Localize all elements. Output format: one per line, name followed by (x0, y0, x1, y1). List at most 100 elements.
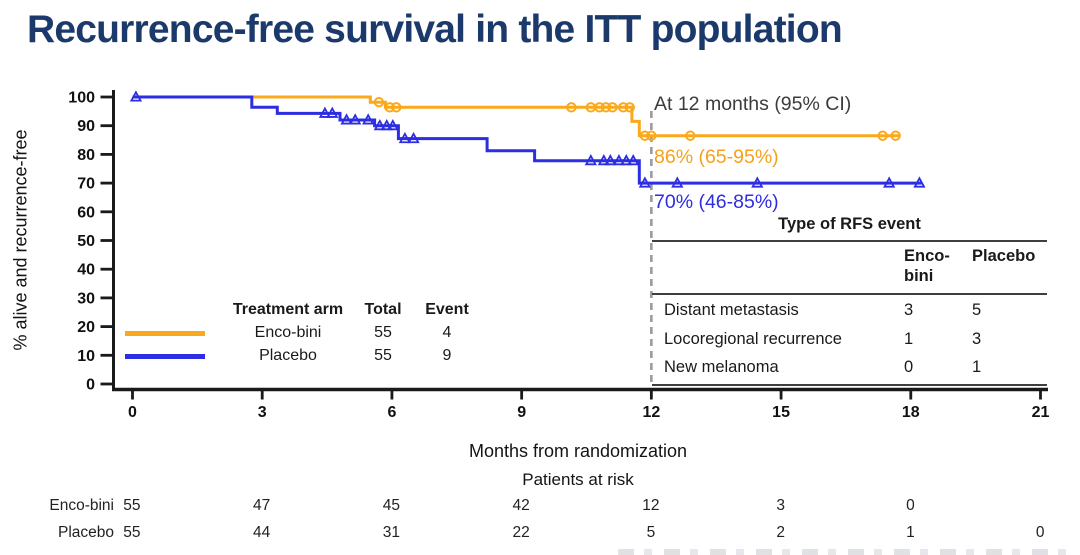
risk-row-enco-bini: 55 47 45 42 12 3 0 (67, 497, 1080, 515)
censor-mark-triangle (373, 119, 386, 131)
censor-mark-triangle (129, 90, 143, 102)
legend-header-event: Event (425, 301, 469, 318)
legend-placebo-name: Placebo (259, 347, 317, 364)
y-tick-label: 0 (86, 377, 95, 394)
risk-row-label-enco-bini: Enco-bini (49, 497, 114, 514)
y-tick-label: 60 (77, 204, 95, 221)
risk-value: 31 (382, 524, 400, 541)
censor-mark-triangle (751, 176, 764, 188)
risk-value: 5 (646, 524, 656, 541)
censor-mark-circle (624, 102, 635, 113)
censor-mark-circle (566, 102, 577, 113)
y-tick-label: 90 (77, 118, 95, 135)
risk-value: 42 (512, 497, 530, 514)
censor-mark-triangle (326, 106, 339, 118)
risk-value: 3 (776, 497, 785, 514)
annotation-at-12-months: At 12 months (95% CI) (654, 93, 852, 115)
y-tick-label: 20 (77, 319, 95, 336)
risk-value: 1 (906, 524, 915, 541)
censor-mark-triangle (620, 154, 633, 166)
placebo-line-swatch (125, 354, 205, 359)
annotation-enco-bini-estimate: 86% (65-95%) (654, 146, 779, 168)
x-tick-label: 0 (128, 404, 137, 421)
legend-enco-bini-total: 55 (374, 324, 392, 341)
legend-enco-bini-name: Enco-bini (254, 324, 322, 341)
table-row: Locoregional recurrence 1 3 (652, 325, 1047, 354)
censor-mark-circle (391, 102, 402, 113)
rfs-value: 1 (904, 329, 914, 348)
x-tick-label: 9 (517, 404, 526, 421)
patients-at-risk-title: Patients at risk (522, 470, 634, 489)
legend-header-treatment-arm: Treatment arm (232, 301, 344, 318)
censor-mark-triangle (627, 154, 640, 166)
x-tick-label: 3 (258, 404, 267, 421)
cropped-footnote-text (618, 549, 1076, 555)
rfs-value: 5 (972, 301, 982, 320)
rfs-col-enco-bini: Enco-bini (904, 247, 950, 285)
censor-mark-circle (384, 102, 395, 113)
x-tick-label: 12 (642, 404, 660, 421)
rfs-table-title: Type of RFS event (652, 215, 1047, 242)
y-axis-label: % alive and recurrence-free (10, 129, 31, 351)
censor-mark-triangle (362, 113, 375, 125)
censor-mark-circle (890, 130, 901, 141)
rfs-table-header-row: Enco-bini Placebo (652, 242, 1047, 295)
risk-value: 0 (1035, 524, 1045, 541)
censor-mark-triangle (318, 106, 332, 118)
treatment-legend: Treatment arm Total Event Enco-bini 55 4… (118, 301, 498, 371)
x-axis-label: Months from randomization (468, 441, 688, 461)
censor-mark-circle (600, 102, 612, 113)
rfs-value: 3 (904, 301, 914, 320)
censor-mark-circle (685, 130, 696, 141)
rfs-col-placebo: Placebo (972, 247, 1036, 265)
legend-enco-bini-event: 4 (442, 324, 452, 341)
censor-mark-circle (639, 130, 651, 141)
censor-mark-circle (373, 96, 385, 108)
rfs-row-label: New melanoma (664, 358, 779, 377)
y-tick-label: 30 (77, 290, 95, 307)
x-tick-label: 6 (387, 404, 396, 421)
censor-mark-circle (585, 102, 597, 113)
page-title: Recurrence-free survival in the ITT popu… (27, 8, 843, 51)
x-tick-label: 15 (772, 404, 790, 421)
y-tick-label: 100 (68, 90, 95, 107)
y-tick-label: 70 (77, 176, 95, 193)
censor-mark-triangle (638, 176, 651, 188)
risk-value: 22 (512, 524, 530, 541)
annotation-placebo-estimate: 70% (46-85%) (654, 191, 779, 213)
rfs-value: 1 (972, 358, 982, 377)
censor-mark-triangle (913, 176, 926, 188)
risk-value: 12 (642, 497, 660, 514)
enco-bini-line-swatch (125, 331, 205, 336)
censor-mark-circle (877, 130, 888, 141)
censor-mark-circle (618, 102, 629, 113)
risk-value: 44 (253, 524, 271, 541)
censor-mark-triangle (407, 131, 420, 144)
risk-value: 55 (123, 524, 141, 541)
table-row: New melanoma 0 1 (652, 354, 1047, 383)
censor-mark-triangle (597, 154, 610, 166)
x-tick-label: 21 (1032, 404, 1050, 421)
legend-header-total: Total (364, 301, 402, 318)
risk-value: 47 (253, 497, 271, 514)
risk-value: 45 (382, 497, 400, 514)
censor-mark-triangle (612, 154, 626, 166)
rfs-value: 3 (972, 329, 982, 348)
table-row: Distant metastasis 3 5 (652, 297, 1047, 326)
censor-mark-triangle (883, 176, 896, 188)
censor-mark-triangle (584, 154, 597, 166)
censor-mark-circle (607, 102, 618, 113)
y-tick-label: 80 (77, 147, 95, 164)
censor-mark-circle (594, 102, 605, 113)
risk-value: 0 (906, 497, 915, 514)
x-tick-label: 18 (902, 404, 920, 421)
y-tick-label: 40 (77, 262, 95, 279)
censor-mark-triangle (340, 113, 353, 125)
censor-mark-triangle (604, 154, 617, 166)
rfs-value: 0 (904, 358, 914, 377)
y-tick-label: 10 (77, 348, 95, 365)
legend-placebo-total: 55 (374, 347, 392, 364)
censor-mark-triangle (380, 119, 393, 131)
risk-row-label-placebo: Placebo (57, 524, 114, 541)
censor-mark-circle (646, 130, 657, 141)
